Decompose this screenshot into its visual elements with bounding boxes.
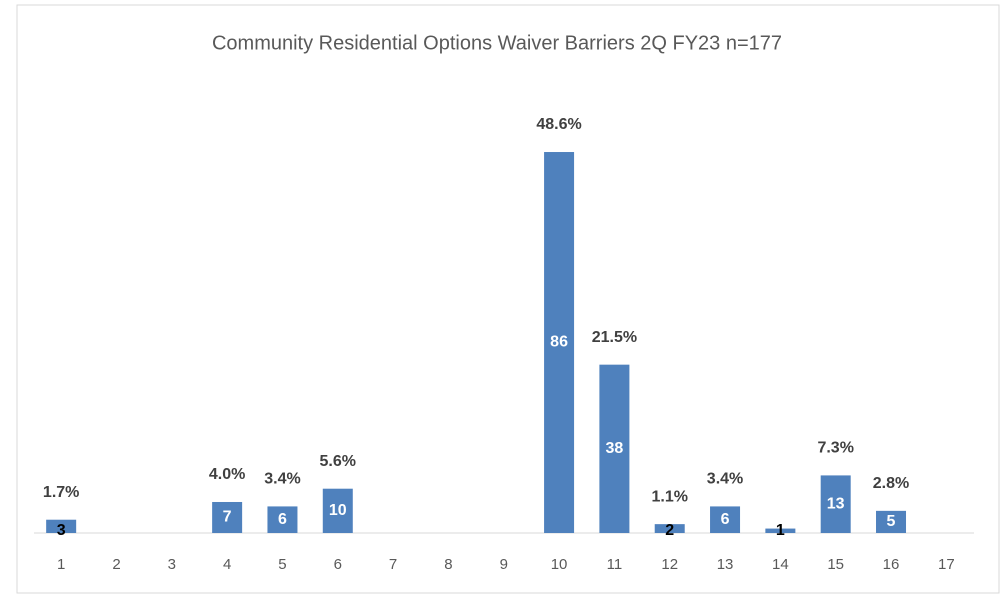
bar <box>267 506 298 533</box>
percent-label: 1.1% <box>651 488 687 505</box>
bar <box>765 528 796 533</box>
chart-border <box>16 4 1000 594</box>
x-tick-label: 14 <box>772 556 789 573</box>
x-tick-label: 8 <box>444 556 452 573</box>
bar <box>876 510 907 533</box>
percent-label: 21.5% <box>592 329 637 346</box>
count-label: 6 <box>278 511 287 528</box>
x-tick-label: 16 <box>883 556 900 573</box>
bar <box>599 364 630 533</box>
bar <box>820 475 851 533</box>
percent-label: 4.0% <box>209 466 245 483</box>
x-tick-label: 4 <box>223 556 231 573</box>
x-tick-label: 7 <box>389 556 397 573</box>
count-label: 13 <box>827 495 845 512</box>
count-label: 1 <box>776 522 785 539</box>
x-tick-label: 15 <box>827 556 844 573</box>
percent-label: 1.7% <box>43 484 79 501</box>
percent-label: 7.3% <box>817 440 853 457</box>
count-label: 2 <box>665 522 674 539</box>
x-tick-label: 5 <box>278 556 286 573</box>
count-label: 38 <box>605 440 623 457</box>
bar <box>654 524 685 533</box>
count-label: 10 <box>329 502 347 519</box>
bar <box>322 488 353 533</box>
percent-label: 2.8% <box>873 475 909 492</box>
x-tick-label: 6 <box>334 556 342 573</box>
percent-label: 3.4% <box>707 471 743 488</box>
count-label: 6 <box>721 511 730 528</box>
chart-title: Community Residential Options Waiver Bar… <box>212 32 782 54</box>
count-label: 86 <box>550 334 568 351</box>
x-tick-label: 11 <box>607 556 623 573</box>
percent-label: 48.6% <box>536 116 581 133</box>
count-label: 3 <box>57 522 66 539</box>
x-tick-label: 9 <box>500 556 508 573</box>
bar <box>544 152 575 533</box>
bar <box>46 519 77 533</box>
x-tick-label: 13 <box>717 556 734 573</box>
bar <box>710 506 741 533</box>
x-tick-label: 10 <box>551 556 568 573</box>
count-label: 7 <box>223 509 232 526</box>
x-tick-label: 1 <box>57 556 65 573</box>
percent-label: 5.6% <box>320 453 356 470</box>
x-tick-label: 2 <box>112 556 120 573</box>
percent-label: 3.4% <box>264 471 300 488</box>
x-tick-label: 17 <box>938 556 955 573</box>
x-tick-label: 3 <box>168 556 176 573</box>
x-tick-label: 12 <box>661 556 678 573</box>
count-label: 5 <box>887 513 896 530</box>
bar <box>212 501 243 533</box>
